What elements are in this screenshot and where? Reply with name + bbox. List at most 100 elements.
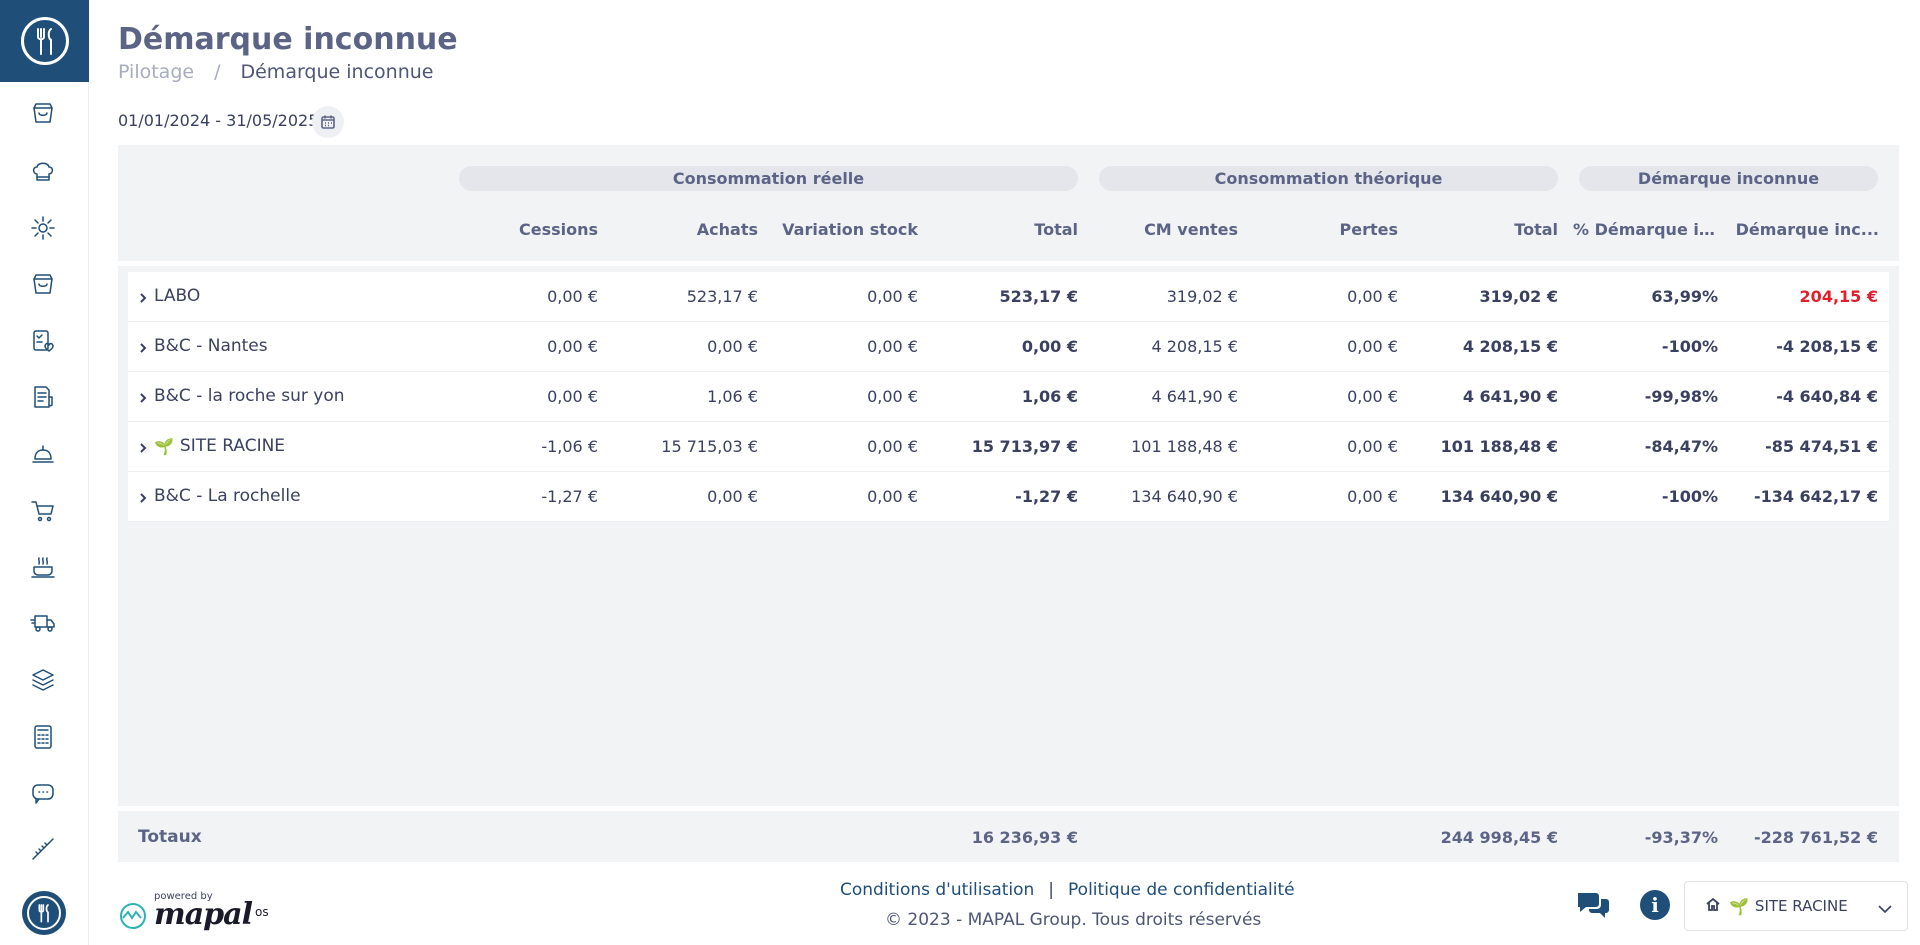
cell-cm-ventes: 319,02 €: [1166, 287, 1238, 306]
terms-link[interactable]: Conditions d'utilisation: [840, 880, 1035, 900]
column-header-total-reel[interactable]: Total: [1034, 220, 1078, 239]
info-icon[interactable]: i: [1640, 890, 1670, 920]
cell-demarque: -4 640,84 €: [1776, 387, 1878, 406]
user-avatar[interactable]: [22, 891, 66, 935]
calendar-button[interactable]: [312, 106, 344, 138]
site-selector[interactable]: 🌱 SITE RACINE: [1684, 881, 1908, 931]
column-header-total-theorique[interactable]: Total: [1514, 220, 1558, 239]
cell-pct-demarque: -100%: [1661, 337, 1718, 356]
calendar-icon: [321, 115, 335, 129]
chevron-right-icon[interactable]: [136, 390, 150, 404]
nav-chef-hat-icon[interactable]: [28, 157, 58, 187]
fork-knife-icon: [27, 896, 61, 930]
cell-cessions: 0,00 €: [547, 337, 598, 356]
cell-total-reel: 1,06 €: [1021, 387, 1078, 406]
cell-cm-ventes: 101 188,48 €: [1131, 437, 1238, 456]
cell-variation-stock: 0,00 €: [867, 287, 918, 306]
cell-total-theorique: 4 208,15 €: [1462, 337, 1558, 356]
cell-demarque: 204,15 €: [1799, 287, 1878, 306]
chevron-right-icon[interactable]: [136, 440, 150, 454]
chevron-right-icon[interactable]: [136, 290, 150, 304]
cell-variation-stock: 0,00 €: [867, 337, 918, 356]
table-row[interactable]: B&C - la roche sur yon 0,00 € 1,06 € 0,0…: [128, 372, 1889, 422]
breadcrumb-current: Démarque inconnue: [240, 61, 434, 83]
powered-by-mapal-logo[interactable]: powered by mapal os: [118, 891, 278, 932]
cell-achats: 15 715,03 €: [661, 437, 758, 456]
breadcrumb: Pilotage / Démarque inconnue: [118, 61, 433, 83]
nav-checklist-heart-icon[interactable]: [28, 326, 58, 356]
cell-cm-ventes: 134 640,90 €: [1131, 487, 1238, 506]
column-header-cessions[interactable]: Cessions: [518, 220, 598, 239]
nav-calculator-icon[interactable]: [28, 722, 58, 752]
chat-bubbles-icon[interactable]: [1575, 889, 1611, 921]
breadcrumb-separator: /: [214, 61, 221, 83]
nav-layers-icon[interactable]: [28, 665, 58, 695]
cell-achats: 0,00 €: [707, 487, 758, 506]
nav-service-bell-icon[interactable]: [28, 439, 58, 469]
totals-label: Totaux: [138, 827, 202, 847]
column-header-variation-stock[interactable]: Variation stock: [782, 220, 918, 239]
nav-hot-dish-icon[interactable]: [28, 552, 58, 582]
nav-cart-icon[interactable]: [28, 496, 58, 526]
footer-separator: |: [1048, 880, 1055, 900]
table-row[interactable]: 🌱 SITE RACINE -1,06 € 15 715,03 € 0,00 € …: [128, 422, 1889, 472]
brand-wordmark: mapal: [154, 897, 253, 932]
group-header-consommation-reelle: Consommation réelle: [459, 166, 1078, 191]
group-header-consommation-theorique: Consommation théorique: [1099, 166, 1558, 191]
cell-total-theorique: 101 188,48 €: [1440, 437, 1558, 456]
group-header-demarque-inconnue: Démarque inconnue: [1579, 166, 1878, 191]
cell-pct-demarque: -100%: [1661, 487, 1718, 506]
sprout-icon: 🌱: [1729, 896, 1749, 916]
cell-cessions: -1,06 €: [541, 437, 598, 456]
nav-document-icon[interactable]: [28, 382, 58, 412]
date-range-value[interactable]: 01/01/2024 - 31/05/2025: [118, 111, 319, 130]
shrinkage-table: Consommation réelle Consommation théoriq…: [118, 145, 1899, 862]
cell-pct-demarque: 63,99%: [1651, 287, 1718, 306]
total-consommation-theorique: 244 998,45 €: [1440, 828, 1558, 847]
total-demarque: -228 761,52 €: [1753, 828, 1878, 847]
column-header-demarque[interactable]: Démarque inc...: [1735, 220, 1879, 239]
chevron-down-icon: [1877, 900, 1893, 919]
column-header-cm-ventes[interactable]: CM ventes: [1144, 220, 1238, 239]
table-row[interactable]: B&C - La rochelle -1,27 € 0,00 € 0,00 € …: [128, 472, 1889, 522]
row-site-name: LABO: [154, 286, 201, 306]
column-header-achats[interactable]: Achats: [696, 220, 758, 239]
cell-total-reel: -1,27 €: [1015, 487, 1078, 506]
app-logo[interactable]: [0, 0, 89, 82]
header-divider: [118, 261, 1899, 266]
nav-box-icon[interactable]: [28, 99, 58, 129]
nav-gear-icon[interactable]: [28, 213, 58, 243]
cell-cessions: -1,27 €: [541, 487, 598, 506]
cell-pertes: 0,00 €: [1347, 387, 1398, 406]
chevron-right-icon[interactable]: [136, 340, 150, 354]
table-row[interactable]: B&C - Nantes 0,00 € 0,00 € 0,00 € 0,00 €…: [128, 322, 1889, 372]
cell-achats: 0,00 €: [707, 337, 758, 356]
column-header-pertes[interactable]: Pertes: [1339, 220, 1399, 239]
privacy-link[interactable]: Politique de confidentialité: [1068, 880, 1295, 900]
cell-pct-demarque: -99,98%: [1644, 387, 1718, 406]
cell-total-reel: 0,00 €: [1021, 337, 1078, 356]
row-site-name: 🌱 SITE RACINE: [154, 436, 286, 456]
totals-row: Totaux 16 236,93 € 244 998,45 € -93,37% …: [118, 806, 1899, 862]
cell-cessions: 0,00 €: [547, 387, 598, 406]
cell-variation-stock: 0,00 €: [867, 437, 918, 456]
cell-achats: 1,06 €: [707, 387, 758, 406]
cell-total-reel: 15 713,97 €: [971, 437, 1078, 456]
total-consommation-reelle: 16 236,93 €: [971, 828, 1078, 847]
nav-fish-icon[interactable]: [28, 834, 58, 864]
cell-cessions: 0,00 €: [547, 287, 598, 306]
chevron-right-icon[interactable]: [136, 490, 150, 504]
nav-box-icon[interactable]: [28, 270, 58, 300]
nav-delivery-truck-icon[interactable]: [28, 608, 58, 638]
row-site-name: B&C - Nantes: [154, 336, 268, 356]
breadcrumb-link-pilotage[interactable]: Pilotage: [118, 61, 195, 83]
nav-chat-bubble-icon[interactable]: [28, 778, 58, 808]
column-header-pct-demarque[interactable]: % Démarque in...: [1573, 220, 1719, 239]
cell-total-theorique: 319,02 €: [1479, 287, 1558, 306]
cell-total-theorique: 134 640,90 €: [1440, 487, 1558, 506]
cell-total-reel: 523,17 €: [999, 287, 1078, 306]
footer-links: Conditions d'utilisation | Politique de …: [840, 880, 1295, 900]
row-site-name: B&C - La rochelle: [154, 486, 301, 506]
table-body: LABO 0,00 € 523,17 € 0,00 € 523,17 € 319…: [128, 272, 1889, 522]
table-row[interactable]: LABO 0,00 € 523,17 € 0,00 € 523,17 € 319…: [128, 272, 1889, 322]
